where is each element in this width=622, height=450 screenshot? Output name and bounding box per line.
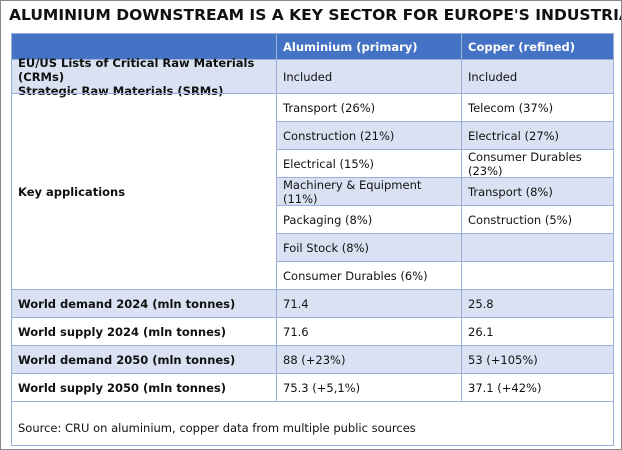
cell-text: Electrical (27%) <box>468 128 560 143</box>
value-cell: 26.1 <box>461 317 614 346</box>
value-cell: Included <box>461 59 614 94</box>
cell-text: EU/US Lists of Critical Raw Materials (C… <box>18 55 255 84</box>
cell-text: 71.4 <box>283 296 309 311</box>
row-label: Key applications <box>11 93 277 290</box>
cell-text: 26.1 <box>468 324 494 339</box>
header-cell: Aluminium (primary) <box>276 33 462 60</box>
value-cell: 88 (+23%) <box>276 345 462 374</box>
cell-text: 75.3 (+5,1%) <box>283 380 361 395</box>
value-cell: 71.4 <box>276 289 462 318</box>
list-cell: Construction (5%) <box>461 205 614 234</box>
cell-text: 71.6 <box>283 324 309 339</box>
value-cell: 75.3 (+5,1%) <box>276 373 462 402</box>
row-label: World demand 2024 (mln tonnes) <box>11 289 277 318</box>
row-label: World supply 2024 (mln tonnes) <box>11 317 277 346</box>
cell-text: 53 (+105%) <box>468 352 538 367</box>
cell-text: 88 (+23%) <box>283 352 346 367</box>
cell-text: World supply 2050 (mln tonnes) <box>18 380 227 395</box>
cell-text: Consumer Durables (23%) <box>468 149 582 178</box>
cell-text: World demand 2050 (mln tonnes) <box>18 352 236 367</box>
cell-text: Packaging (8%) <box>283 212 373 227</box>
cell-text: Included <box>468 69 518 84</box>
list-cell: Consumer Durables (6%) <box>276 261 462 290</box>
list-cell: Consumer Durables (23%) <box>461 149 614 178</box>
value-cell: Included <box>276 59 462 94</box>
cell-text: Electrical (15%) <box>283 156 375 171</box>
cell-text: Aluminium (primary) <box>283 39 418 54</box>
cell-text: World demand 2024 (mln tonnes) <box>18 296 236 311</box>
list-cell: Electrical (15%) <box>276 149 462 178</box>
list-cell: Construction (21%) <box>276 121 462 150</box>
row-label: EU/US Lists of Critical Raw Materials (C… <box>11 55 277 98</box>
cell-text: Strategic Raw Materials (SRMs) <box>18 83 224 98</box>
cell-text: Included <box>283 69 333 84</box>
cell-text: Key applications <box>18 184 126 199</box>
cell-text: Foil Stock (8%) <box>283 240 369 255</box>
value-cell: 37.1 (+42%) <box>461 373 614 402</box>
cell-text: Construction (21%) <box>283 128 395 143</box>
cell-text: 37.1 (+42%) <box>468 380 542 395</box>
list-cell <box>461 233 614 262</box>
list-cell: Transport (26%) <box>276 93 462 122</box>
list-cell: Transport (8%) <box>461 177 614 206</box>
title: ALUMINIUM DOWNSTREAM IS A KEY SECTOR FOR… <box>9 6 621 24</box>
cell-text: World supply 2024 (mln tonnes) <box>18 324 227 339</box>
list-cell: Machinery & Equipment (11%) <box>276 177 462 206</box>
cell-text: Consumer Durables (6%) <box>283 268 428 283</box>
row-label: World supply 2050 (mln tonnes) <box>11 373 277 402</box>
cell-text: Telecom (37%) <box>468 100 554 115</box>
row-label: World demand 2050 (mln tonnes) <box>11 345 277 374</box>
list-cell: Electrical (27%) <box>461 121 614 150</box>
value-cell: 25.8 <box>461 289 614 318</box>
cell-text: Copper (refined) <box>468 39 576 54</box>
source: Source: CRU on aluminium, copper data fr… <box>11 401 614 446</box>
list-cell <box>461 261 614 290</box>
cell-text: 25.8 <box>468 296 494 311</box>
header-cell: Copper (refined) <box>461 33 614 60</box>
cell-text: Transport (26%) <box>283 100 376 115</box>
cell-text: Transport (8%) <box>468 184 553 199</box>
list-cell: Packaging (8%) <box>276 205 462 234</box>
cell-text: Machinery & Equipment (11%) <box>283 177 422 206</box>
list-cell: Foil Stock (8%) <box>276 233 462 262</box>
value-cell: 71.6 <box>276 317 462 346</box>
cell-text: Construction (5%) <box>468 212 573 227</box>
value-cell: 53 (+105%) <box>461 345 614 374</box>
list-cell: Telecom (37%) <box>461 93 614 122</box>
